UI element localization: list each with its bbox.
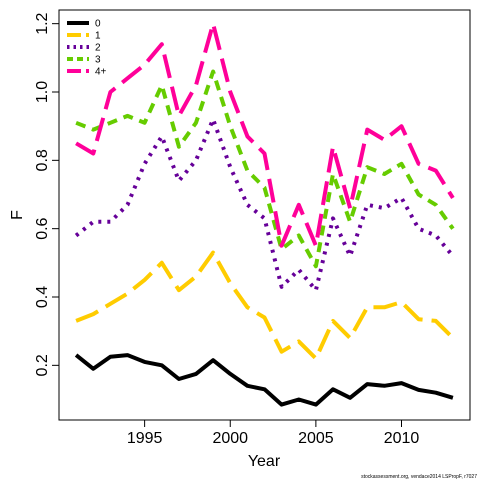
legend-label: 4+ <box>95 67 107 78</box>
series-line-4 <box>75 21 455 248</box>
series-layer <box>74 21 455 407</box>
legend-label: 0 <box>95 19 101 30</box>
y-axis-label: F <box>9 210 26 220</box>
legend-label: 2 <box>95 43 101 54</box>
y-tick-label: 1.0 <box>34 81 51 103</box>
legend-label: 1 <box>95 31 101 42</box>
x-axis: 1995 2000 2005 2010 <box>127 419 420 447</box>
legend-label: 3 <box>95 55 101 66</box>
y-tick-label: 1.2 <box>34 12 51 34</box>
x-tick-label: 1995 <box>127 430 163 447</box>
series-line-2 <box>74 117 455 293</box>
x-axis-label: Year <box>248 453 281 470</box>
x-tick-label: 2010 <box>384 430 420 447</box>
y-axis: 0.2 0.4 0.6 0.8 1.0 1.2 <box>34 12 60 376</box>
y-tick-label: 0.8 <box>34 149 51 171</box>
series-line-3 <box>75 69 455 269</box>
series-line-1 <box>75 250 455 361</box>
series-line-0 <box>74 353 454 407</box>
footnote: stockassessment.org, vendace2014 LSPropF… <box>361 474 477 480</box>
y-tick-label: 0.6 <box>34 217 51 239</box>
y-tick-label: 0.4 <box>34 286 51 308</box>
x-tick-label: 2000 <box>212 430 248 447</box>
plot-frame <box>58 9 471 421</box>
y-tick-label: 0.2 <box>34 354 51 376</box>
x-tick-label: 2005 <box>298 430 334 447</box>
